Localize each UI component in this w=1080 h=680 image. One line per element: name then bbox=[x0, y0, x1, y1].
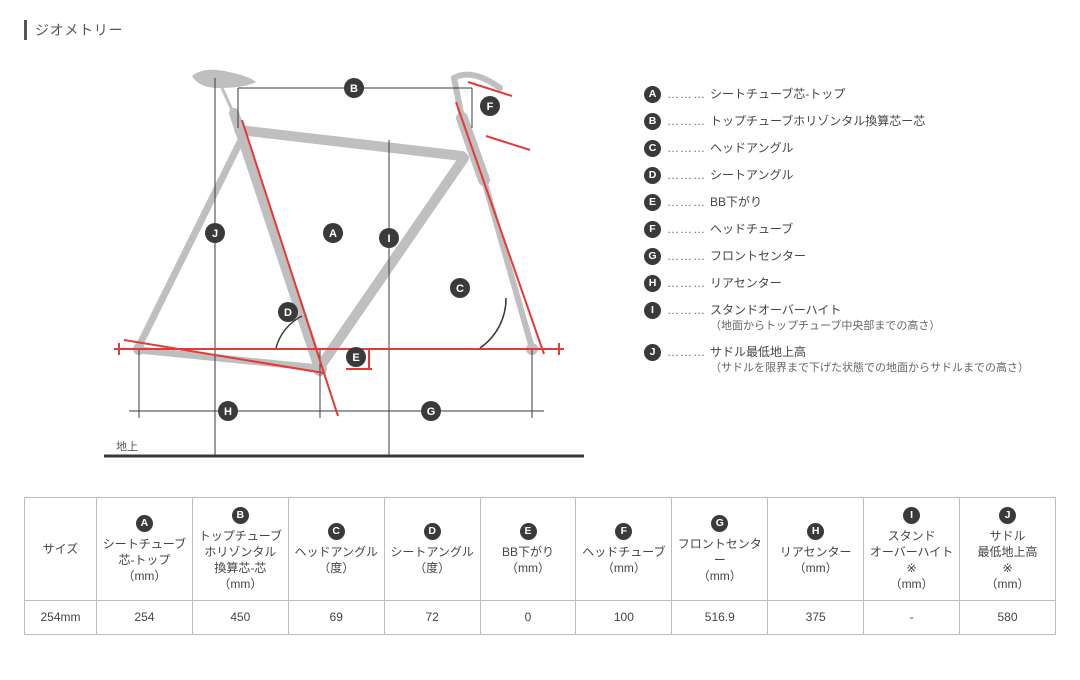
legend-label: リアセンター bbox=[710, 275, 782, 292]
svg-text:J: J bbox=[212, 228, 218, 240]
svg-text:G: G bbox=[427, 406, 436, 418]
badge-J-icon: J bbox=[644, 344, 661, 361]
badge-I-icon: I bbox=[903, 507, 920, 524]
cell-E: 0 bbox=[480, 601, 576, 634]
legend-label: フロントセンター bbox=[710, 248, 806, 265]
badge-C-icon: C bbox=[644, 140, 661, 157]
badge-D-icon: D bbox=[644, 167, 661, 184]
col-size: サイズ bbox=[25, 498, 97, 601]
legend-item-B: B………トップチューブホリゾンタル換算芯ー芯 bbox=[644, 113, 1056, 130]
cell-H: 375 bbox=[768, 601, 864, 634]
badge-G-icon: G bbox=[711, 515, 728, 532]
geometry-table: サイズ Aシートチューブ芯‐トップ（mm）Bトップチューブホリゾンタル換算芯‐芯… bbox=[24, 497, 1056, 635]
col-J: Jサドル最低地上高※（mm） bbox=[960, 498, 1056, 601]
svg-text:D: D bbox=[284, 307, 292, 319]
svg-text:H: H bbox=[224, 406, 232, 418]
cell-size: 254mm bbox=[25, 601, 97, 634]
badge-E-icon: E bbox=[644, 194, 661, 211]
badge-E-icon: E bbox=[520, 523, 537, 540]
legend-item-I: I………スタンドオーバーハイト（地面からトップチューブ中央部までの高さ） bbox=[644, 302, 1056, 334]
cell-J: 580 bbox=[960, 601, 1056, 634]
col-H: Hリアセンター（mm） bbox=[768, 498, 864, 601]
ground-label: 地上 bbox=[116, 440, 138, 453]
badge-G-icon: G bbox=[644, 248, 661, 265]
cell-B: 450 bbox=[192, 601, 288, 634]
legend-item-H: H………リアセンター bbox=[644, 275, 1056, 292]
svg-text:I: I bbox=[387, 233, 390, 245]
badge-A-icon: A bbox=[644, 86, 661, 103]
legend-label: サドル最低地上高（サドルを限界まで下げた状態での地面からサドルまでの高さ） bbox=[710, 344, 1029, 376]
cell-C: 69 bbox=[288, 601, 384, 634]
top-row: 地上 bbox=[24, 58, 1056, 473]
legend-item-A: A………シートチューブ芯‐トップ bbox=[644, 86, 1056, 103]
col-A: Aシートチューブ芯‐トップ（mm） bbox=[97, 498, 193, 601]
cell-A: 254 bbox=[97, 601, 193, 634]
legend-item-C: C………ヘッドアングル bbox=[644, 140, 1056, 157]
table-row: 254mm25445069720100516.9375‐580 bbox=[25, 601, 1056, 634]
badge-H-icon: H bbox=[807, 523, 824, 540]
legend-label: スタンドオーバーハイト（地面からトップチューブ中央部までの高さ） bbox=[710, 302, 940, 334]
legend-item-E: E………BB下がり bbox=[644, 194, 1056, 211]
cell-D: 72 bbox=[384, 601, 480, 634]
svg-text:F: F bbox=[487, 101, 494, 113]
legend-label: シートチューブ芯‐トップ bbox=[710, 86, 845, 103]
legend: A………シートチューブ芯‐トップ B………トップチューブホリゾンタル換算芯ー芯 C…… bbox=[644, 58, 1056, 386]
col-C: Cヘッドアングル（度） bbox=[288, 498, 384, 601]
legend-label: ヘッドアングル bbox=[710, 140, 794, 157]
legend-item-J: J………サドル最低地上高（サドルを限界まで下げた状態での地面からサドルまでの高さ… bbox=[644, 344, 1056, 376]
svg-text:C: C bbox=[456, 283, 464, 295]
cell-F: 100 bbox=[576, 601, 672, 634]
col-F: Fヘッドチューブ（mm） bbox=[576, 498, 672, 601]
cell-I: ‐ bbox=[864, 601, 960, 634]
badge-C-icon: C bbox=[328, 523, 345, 540]
geometry-diagram: 地上 bbox=[24, 58, 604, 473]
badge-I-icon: I bbox=[644, 302, 661, 319]
legend-label: ヘッドチューブ bbox=[710, 221, 793, 238]
col-E: EBB下がり（mm） bbox=[480, 498, 576, 601]
badge-H-icon: H bbox=[644, 275, 661, 292]
col-G: Gフロントセンター（mm） bbox=[672, 498, 768, 601]
badge-J-icon: J bbox=[999, 507, 1016, 524]
legend-item-F: F………ヘッドチューブ bbox=[644, 221, 1056, 238]
col-B: Bトップチューブホリゾンタル換算芯‐芯（mm） bbox=[192, 498, 288, 601]
badge-F-icon: F bbox=[615, 523, 632, 540]
badge-F-icon: F bbox=[644, 221, 661, 238]
col-I: Iスタンドオーバーハイト※（mm） bbox=[864, 498, 960, 601]
col-D: Dシートアングル（度） bbox=[384, 498, 480, 601]
legend-label: BB下がり bbox=[710, 194, 762, 211]
svg-text:A: A bbox=[329, 228, 337, 240]
badge-B-icon: B bbox=[644, 113, 661, 130]
legend-label: トップチューブホリゾンタル換算芯ー芯 bbox=[710, 113, 925, 130]
legend-item-D: D………シートアングル bbox=[644, 167, 1056, 184]
svg-text:B: B bbox=[350, 83, 358, 95]
badge-B-icon: B bbox=[232, 507, 249, 524]
section-title: ジオメトリー bbox=[24, 20, 1056, 40]
legend-label: シートアングル bbox=[710, 167, 794, 184]
legend-item-G: G………フロントセンター bbox=[644, 248, 1056, 265]
cell-G: 516.9 bbox=[672, 601, 768, 634]
badge-D-icon: D bbox=[424, 523, 441, 540]
badge-A-icon: A bbox=[136, 515, 153, 532]
svg-text:E: E bbox=[352, 352, 359, 364]
